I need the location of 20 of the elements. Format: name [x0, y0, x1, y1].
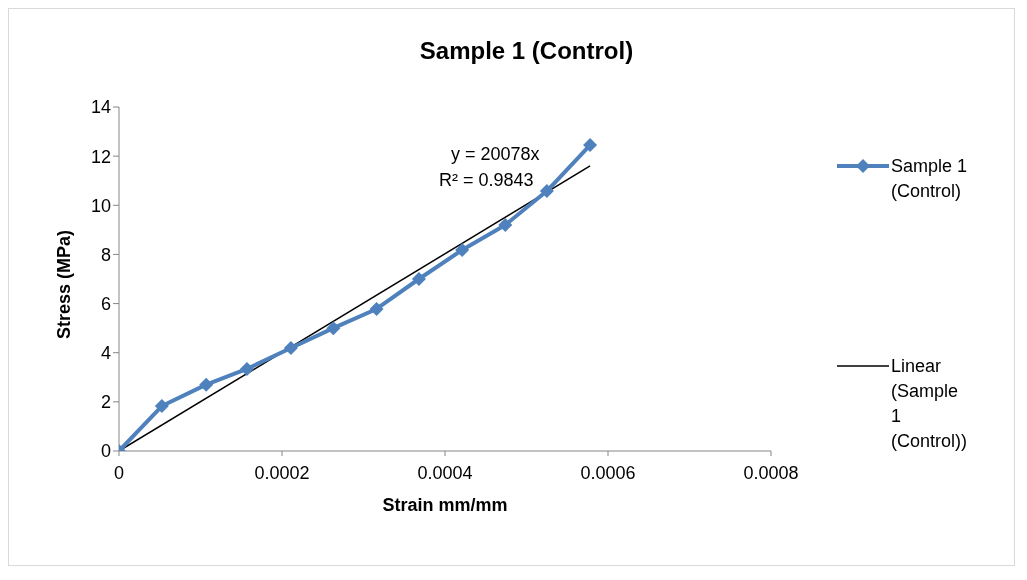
- y-tick-label: 0: [100, 441, 111, 462]
- y-tick-label: 12: [90, 146, 111, 167]
- x-tick-label: 0.0002: [254, 462, 310, 483]
- y-tick-label: 2: [100, 392, 111, 413]
- annotation: R² = 0.9843: [439, 169, 535, 192]
- legend-label: Sample 1 (Control): [891, 155, 969, 203]
- y-tick-label: 14: [90, 97, 111, 118]
- legend-label: Linear (Sample 1 (Control)): [891, 355, 968, 453]
- x-tick-label: 0.0008: [743, 462, 799, 483]
- x-tick-label: 0: [113, 462, 125, 483]
- y-tick-label: 4: [100, 343, 111, 364]
- x-axis-title: Strain mm/mm: [382, 495, 508, 515]
- chart-title: Sample 1 (Control): [418, 37, 635, 65]
- y-tick-label: 8: [100, 244, 111, 265]
- annotation: y = 20078x: [450, 143, 541, 166]
- x-tick-label: 0.0006: [580, 462, 636, 483]
- y-axis-title: Stress (MPa): [54, 229, 75, 339]
- y-tick-label: 6: [100, 293, 111, 314]
- y-tick-label: 10: [90, 195, 111, 216]
- x-tick-label: 0.0004: [417, 462, 473, 483]
